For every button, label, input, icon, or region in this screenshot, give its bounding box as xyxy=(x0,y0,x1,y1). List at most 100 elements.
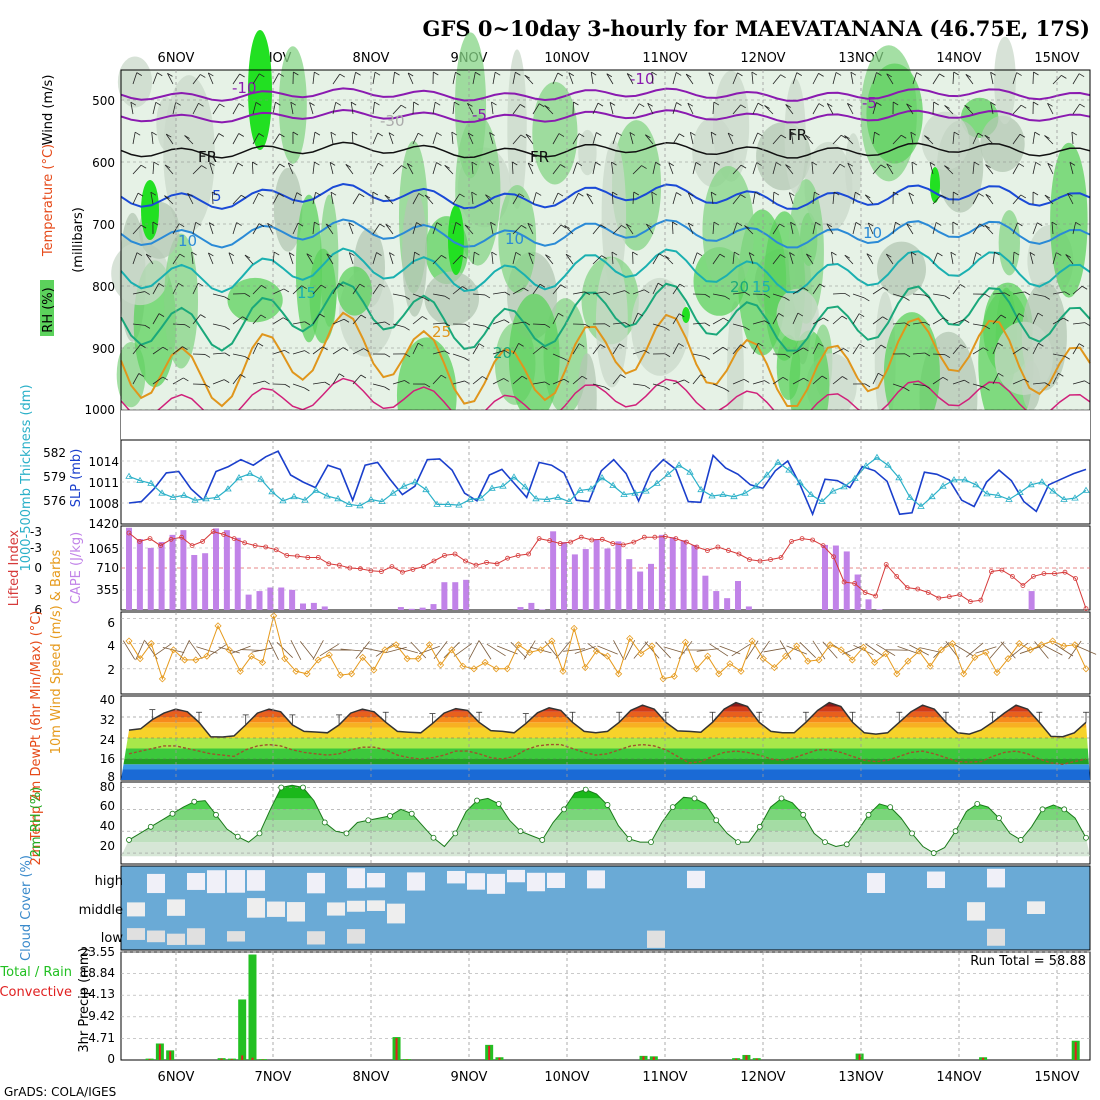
wind-barb xyxy=(710,192,714,205)
wind-barb-flag xyxy=(488,162,495,167)
precip-convective-bar xyxy=(251,1057,254,1060)
surface-barb xyxy=(312,640,324,660)
cloud-level-label: high xyxy=(95,874,123,889)
surface-barb xyxy=(276,642,293,658)
rh-shade-blob xyxy=(921,111,970,171)
wind-barb xyxy=(352,348,364,355)
wind-barb xyxy=(932,376,944,385)
wind-barb xyxy=(191,252,194,265)
rh-legend-swatch xyxy=(40,280,54,336)
wind-barb xyxy=(910,132,914,145)
wind-barb-flag xyxy=(535,192,542,196)
rh-shading xyxy=(111,30,1090,464)
rh-marker xyxy=(539,837,546,843)
li-marker xyxy=(726,548,731,553)
wind-barb-flag xyxy=(1037,312,1044,317)
wind-barb-flag xyxy=(267,222,273,227)
wind-barb-flag xyxy=(485,194,491,199)
wind-barb xyxy=(592,224,601,235)
rh-shade-blob xyxy=(117,56,153,108)
wind-barb xyxy=(806,253,814,265)
wind-barb-flag xyxy=(164,164,171,169)
wind-barb-flag xyxy=(990,101,996,106)
wind-barb-flag xyxy=(424,194,431,199)
wind-barb xyxy=(150,192,154,205)
rh-peak-blob xyxy=(448,205,464,275)
wind-barb xyxy=(572,375,583,385)
wind-barb xyxy=(392,323,405,328)
wind-barb-flag xyxy=(624,290,630,294)
wind-barb-flag xyxy=(290,101,296,106)
wind-barb xyxy=(772,293,785,298)
wind-barb-flag xyxy=(494,71,501,76)
wind-barb xyxy=(611,252,614,265)
wind-barb-flag xyxy=(751,71,758,76)
thickness-line xyxy=(128,456,1087,508)
wind-barb xyxy=(872,132,875,145)
wind-speed-marker xyxy=(570,624,578,632)
li-marker xyxy=(852,581,858,586)
wind-barb-flag xyxy=(326,253,332,258)
wind-barb xyxy=(252,285,262,295)
wind-barb xyxy=(132,164,142,175)
wind-barb xyxy=(652,282,659,295)
wind-barb-flag xyxy=(806,253,812,258)
wind-barb-flag xyxy=(359,283,365,288)
surface-barb xyxy=(268,639,279,661)
wind-barb-flag xyxy=(512,161,518,166)
thickness-marker xyxy=(444,500,452,507)
wind-barb-flag xyxy=(803,287,809,292)
thickness-marker xyxy=(983,490,991,497)
wind-barb-flag xyxy=(998,372,1004,377)
wind-barb-flag xyxy=(1047,162,1053,167)
wind-barb-flag xyxy=(184,135,190,139)
wind-barb xyxy=(167,73,174,85)
wind-barb-flag xyxy=(467,132,474,137)
wind-barb xyxy=(692,322,705,325)
wind-barb xyxy=(1072,322,1085,325)
wind-barb xyxy=(232,133,240,145)
rh-marker xyxy=(495,800,502,807)
wind-barb xyxy=(326,253,334,265)
rh-band xyxy=(121,831,1090,843)
wind-barb-flag xyxy=(288,162,294,167)
wind-barb xyxy=(672,313,680,325)
wind-barb-flag xyxy=(315,191,321,196)
wind-barb xyxy=(565,253,574,265)
wind-speed-marker xyxy=(659,675,667,683)
precip-convective-bar xyxy=(1074,1042,1077,1060)
wind-barb xyxy=(912,383,925,386)
contour-label: FR xyxy=(198,148,217,166)
wind-barb-flag xyxy=(997,342,1003,347)
wind-barb xyxy=(831,252,834,265)
wind-barb xyxy=(672,192,677,205)
wind-barb xyxy=(471,162,474,175)
wind-barb xyxy=(348,252,354,265)
wind-barb xyxy=(708,72,714,85)
wind-barb-flag xyxy=(200,314,206,318)
wind-speed-marker xyxy=(848,656,856,664)
wind-speed-marker xyxy=(948,639,957,648)
wind-barb xyxy=(984,134,994,145)
wind-barb-flag xyxy=(296,192,303,196)
wind-barb xyxy=(552,378,565,385)
wind-barb-flag xyxy=(985,164,991,168)
wind-barb xyxy=(292,383,305,389)
wind-barb-flag xyxy=(647,102,653,107)
wind-barb xyxy=(572,133,580,145)
wind-barb xyxy=(412,342,419,355)
wind-barb xyxy=(252,73,260,85)
cloud-low-cell xyxy=(127,928,145,940)
wind-barb xyxy=(689,132,694,145)
wind-barb-flag xyxy=(740,194,746,198)
wind-barb xyxy=(392,72,395,85)
surface-barb xyxy=(745,640,759,660)
wind-barb-flag xyxy=(350,101,357,106)
wind-barb-flag xyxy=(198,102,204,107)
wind-barb-flag xyxy=(604,291,611,296)
wind-barb-flag xyxy=(744,292,751,296)
rh-marker xyxy=(648,839,654,846)
thickness-marker xyxy=(939,482,947,489)
wind-barb-flag xyxy=(384,194,391,199)
wind-barb-flag xyxy=(1078,73,1085,78)
